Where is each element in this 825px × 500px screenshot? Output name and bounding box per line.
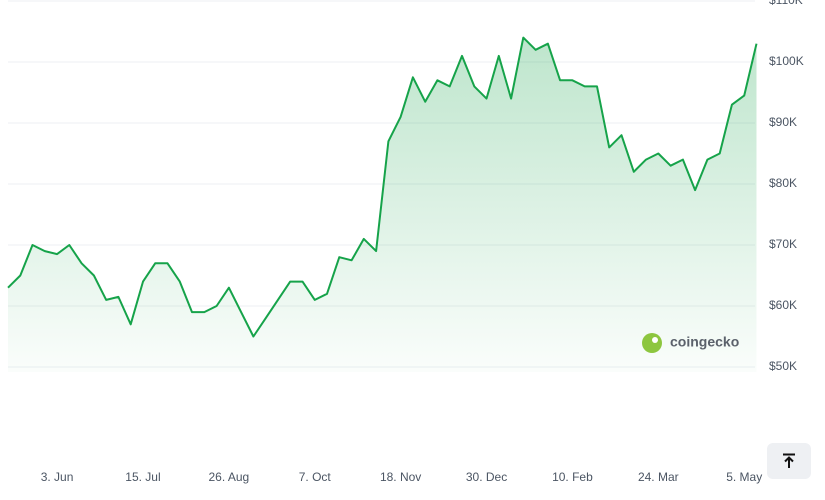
back-to-top-button[interactable]	[767, 443, 811, 479]
x-tick-label: 10. Feb	[552, 470, 593, 484]
watermark: coingecko	[670, 334, 739, 350]
x-tick-label: 26. Aug	[209, 470, 250, 484]
x-tick-label: 3. Jun	[41, 470, 74, 484]
y-tick-label: $90K	[769, 115, 797, 129]
x-tick-label: 15. Jul	[125, 470, 160, 484]
y-tick-label: $100K	[769, 54, 804, 68]
x-tick-label: 24. Mar	[638, 470, 679, 484]
y-tick-label: $80K	[769, 176, 797, 190]
logo-icon	[642, 333, 662, 353]
y-tick-label: $110K	[769, 0, 803, 7]
price-line	[7, 36, 758, 338]
x-tick-label: 30. Dec	[466, 470, 507, 484]
y-tick-label: $70K	[769, 237, 797, 251]
logo-eye	[652, 337, 658, 343]
y-tick-label: $60K	[769, 298, 797, 312]
logo: coingecko	[642, 333, 739, 353]
x-tick-label: 7. Oct	[299, 470, 332, 484]
x-tick-label: 5. May	[726, 470, 762, 484]
y-tick-label: $50K	[769, 359, 797, 373]
x-tick-label: 18. Nov	[380, 470, 421, 484]
arrow-icon	[783, 453, 795, 468]
